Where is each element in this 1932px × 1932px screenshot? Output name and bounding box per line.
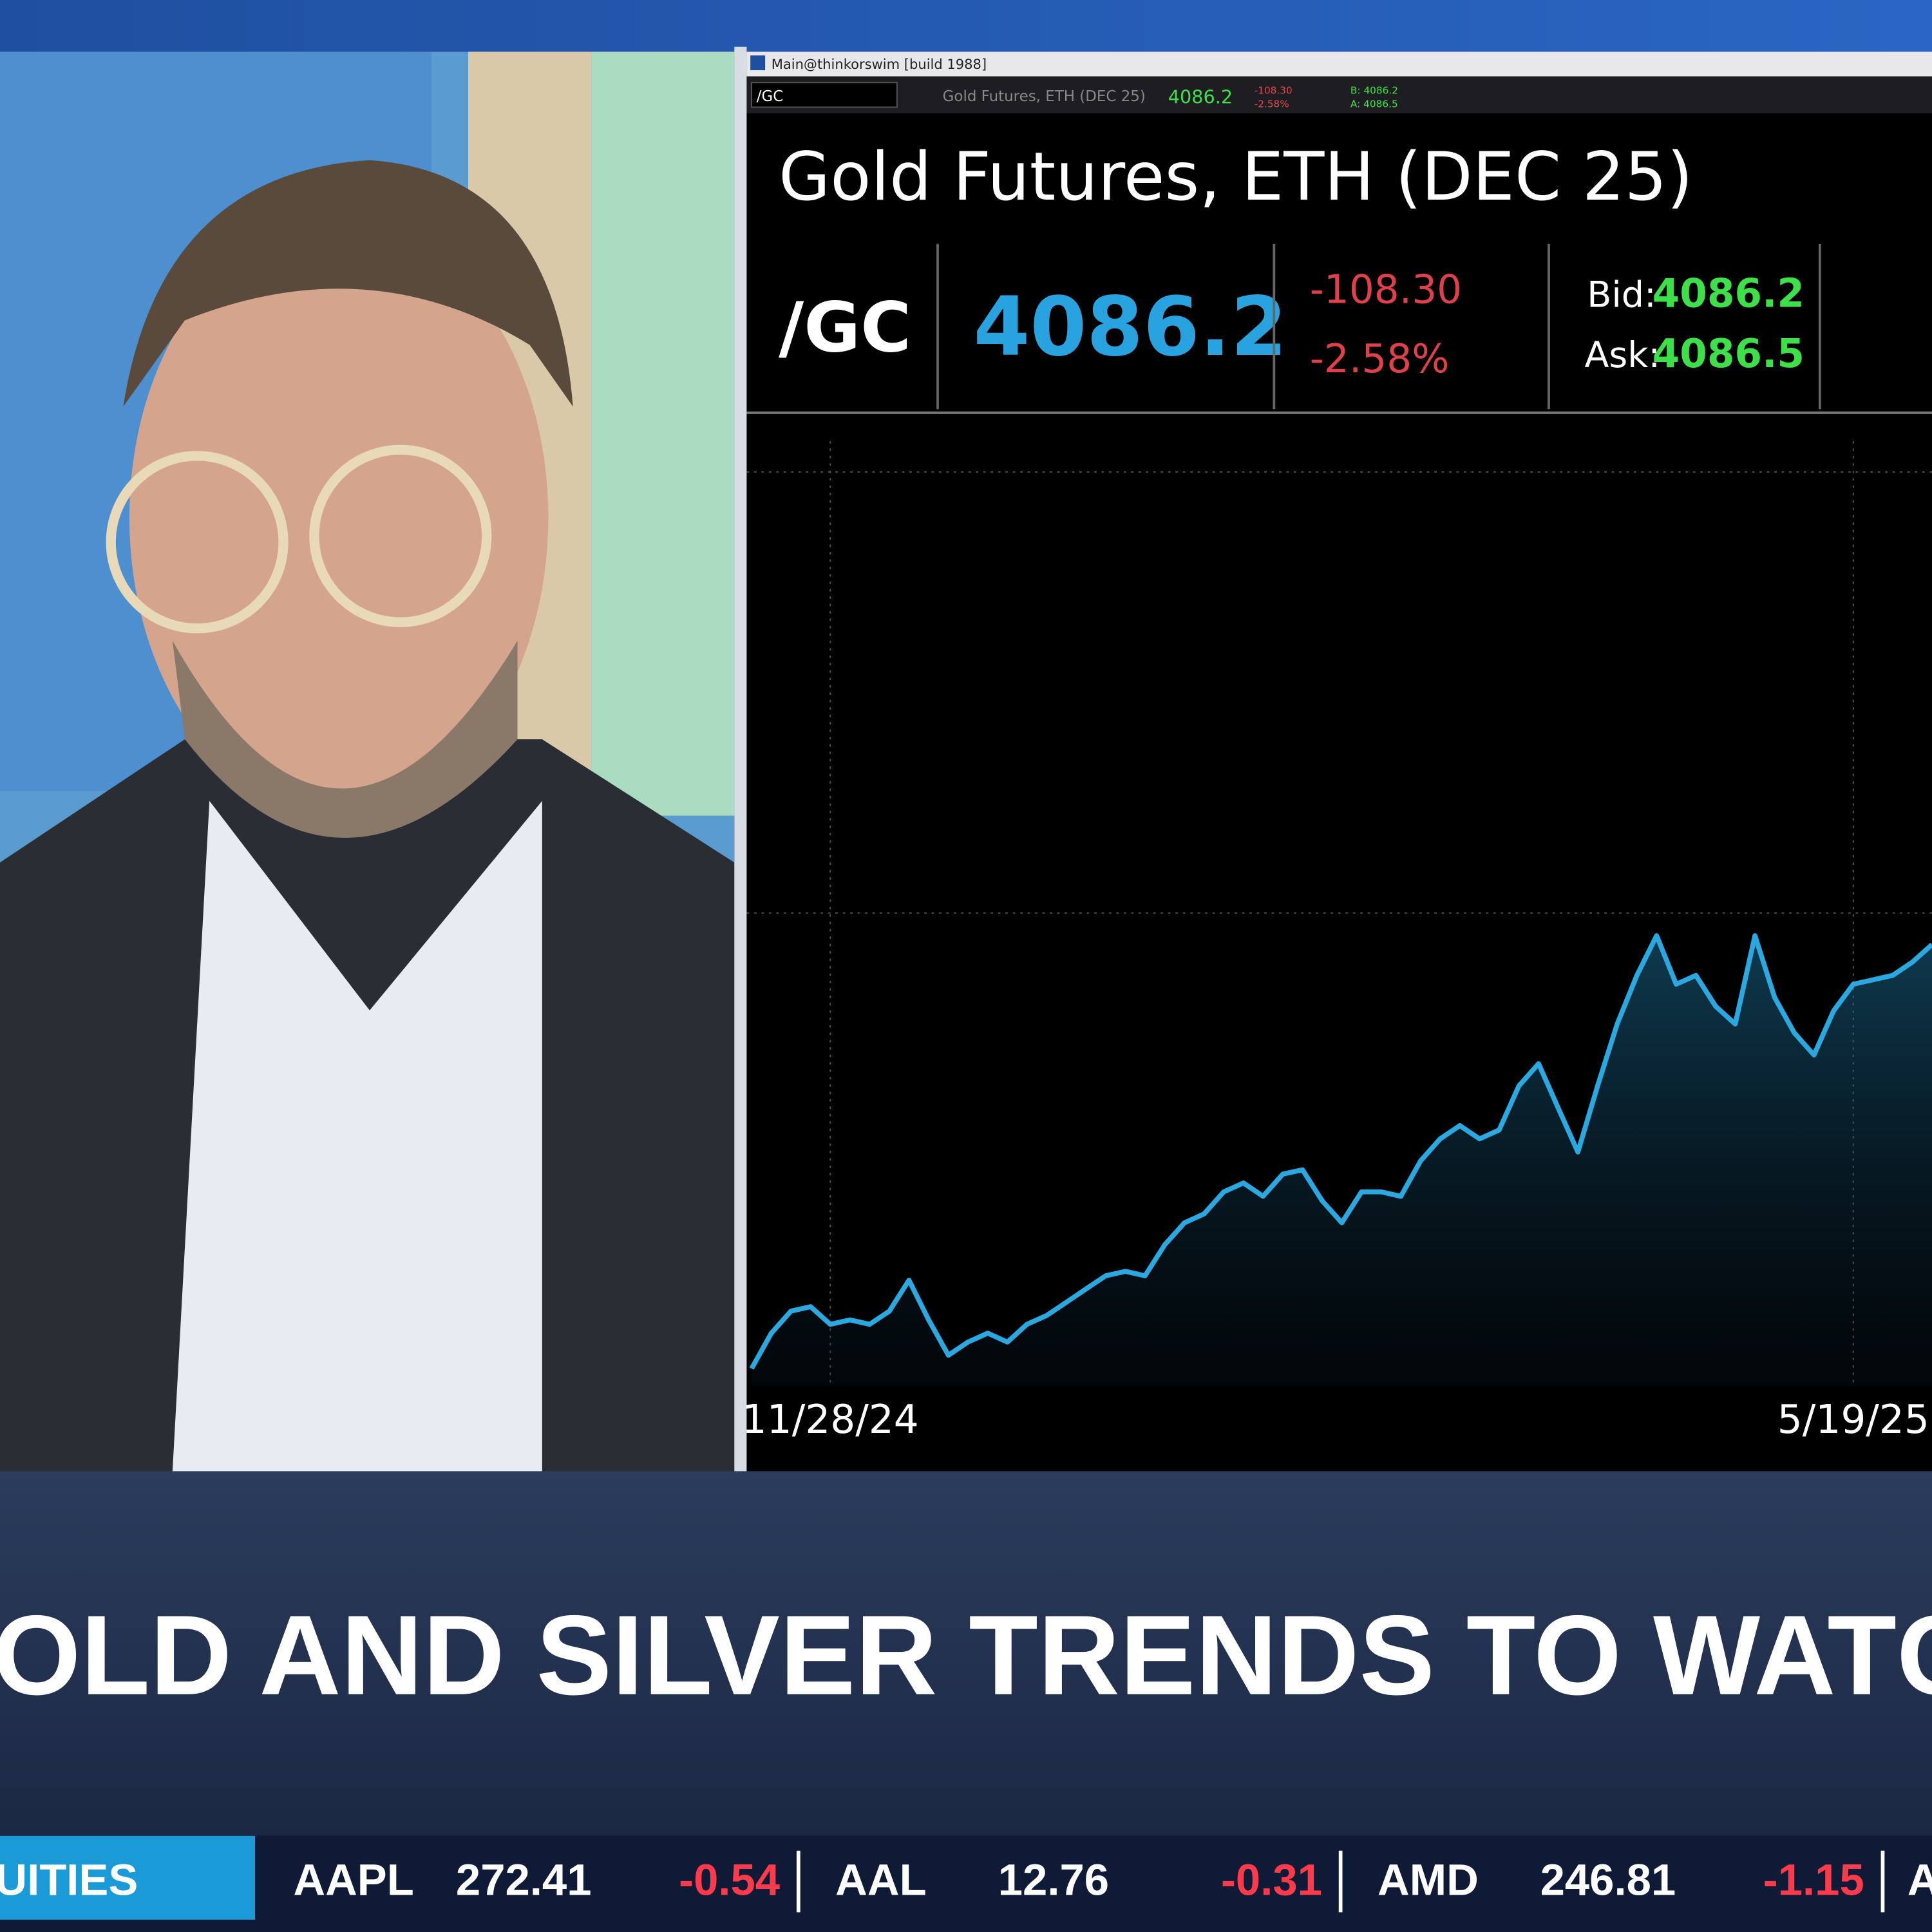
toolbar-description: Gold Futures, ETH (DEC 25) <box>943 88 1146 105</box>
ticker-change: -0.54 <box>679 1855 780 1905</box>
ticker-change: -1.15 <box>1763 1855 1864 1905</box>
ticker-items: AAPL 272.41 -0.54 AAL 12.76 -0.31 AMD 246.81 -1.… <box>293 1850 1885 1913</box>
window-titlebar <box>746 52 1932 77</box>
glasses-left <box>106 451 289 634</box>
ticker-bar <box>0 1835 1932 1932</box>
quote-title: Gold Futures, ETH (DEC 25) <box>779 138 1692 216</box>
ticker-symbol: AMD <box>1378 1855 1479 1905</box>
toolbar-ask: A: 4086.5 <box>1350 98 1398 109</box>
bid-label: Bid: <box>1587 274 1656 316</box>
face <box>129 222 549 813</box>
quote-change-pct: -2.58% <box>1310 336 1450 382</box>
x-tick-label: 5/19/25 <box>1777 1397 1929 1443</box>
ticker-symbol: AAL <box>835 1855 927 1905</box>
ticker-price: 12.76 <box>998 1855 1109 1905</box>
headline: OLD AND SILVER TRENDS TO WATCH <box>0 1593 1932 1719</box>
window-title: Main@thinkorswim [build 1988] <box>772 56 987 72</box>
price-line <box>749 933 1932 1370</box>
ticker-price: 246.81 <box>1540 1855 1676 1905</box>
symbol-input[interactable] <box>751 82 898 108</box>
ticker-next: A <box>1908 1855 1932 1905</box>
ticker-symbol: AAPL <box>293 1855 413 1905</box>
toolbar-change: -108.30 <box>1255 84 1293 96</box>
x-tick-label: 11/28/24 <box>742 1397 919 1443</box>
price-chart: 11/28/24 5/19/25 <box>742 440 1932 1443</box>
bid-value: 4086.2 <box>1653 270 1804 316</box>
ticker-section <box>0 1835 256 1920</box>
app-icon <box>750 55 766 71</box>
toolbar <box>746 76 1932 114</box>
quote-last: 4086.2 <box>973 279 1287 374</box>
ticker-change: -0.31 <box>1221 1855 1322 1905</box>
toolbar-last: 4086.2 <box>1168 86 1233 108</box>
ask-label: Ask: <box>1584 335 1660 376</box>
toolbar-change-pct: -2.58% <box>1255 98 1289 109</box>
green-wall <box>591 52 735 816</box>
shirt <box>172 800 542 1472</box>
ask-value: 4086.5 <box>1653 331 1804 377</box>
divider <box>734 46 747 1477</box>
headline-band <box>0 1471 1932 1836</box>
ticker-price: 272.41 <box>456 1855 592 1905</box>
ticker-section-label: UITIES <box>0 1855 138 1905</box>
price-area <box>752 935 1932 1387</box>
top-strip <box>0 0 1932 52</box>
quote-change: -108.30 <box>1310 267 1462 313</box>
video-panel <box>0 52 735 1472</box>
toolbar-bid: B: 4086.2 <box>1350 84 1398 96</box>
quote-symbol: /GC <box>779 288 911 368</box>
beard <box>172 640 518 838</box>
symbol-input-text: /GC <box>757 88 784 105</box>
glasses-right <box>309 444 492 627</box>
hair <box>123 160 573 407</box>
